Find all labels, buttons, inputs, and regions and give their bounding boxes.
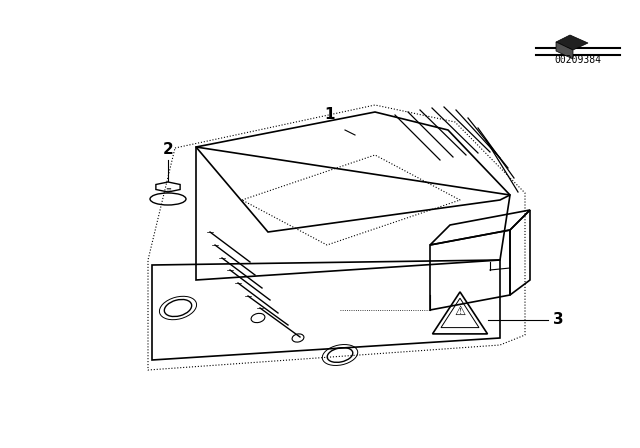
Text: ⚠: ⚠ [454,305,466,318]
Polygon shape [556,35,588,50]
Text: ≡: ≡ [165,187,171,193]
Text: 1: 1 [324,107,335,122]
Text: 3: 3 [552,313,563,327]
Polygon shape [556,42,573,59]
Text: 00209384: 00209384 [554,55,602,65]
Text: 2: 2 [163,142,173,157]
